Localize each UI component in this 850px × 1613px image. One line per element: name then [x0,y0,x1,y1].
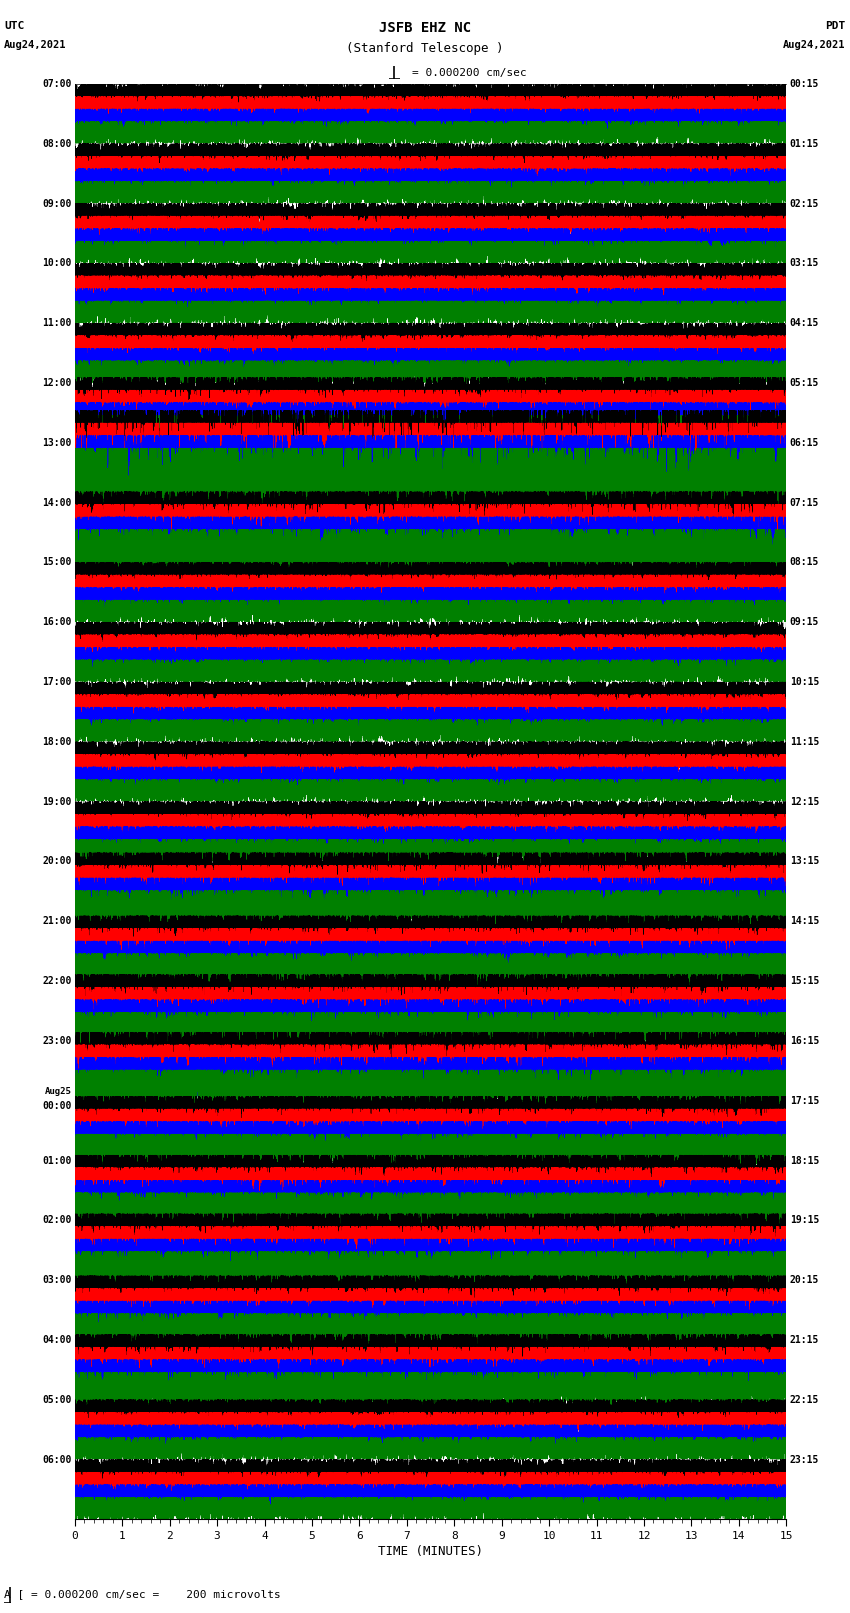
Text: 20:00: 20:00 [42,857,71,866]
Text: 17:15: 17:15 [790,1095,819,1107]
Text: 15:00: 15:00 [42,558,71,568]
Text: UTC: UTC [4,21,25,31]
Text: = 0.000200 cm/sec: = 0.000200 cm/sec [412,68,527,77]
Text: 09:15: 09:15 [790,618,819,627]
Text: 01:00: 01:00 [42,1155,71,1166]
Text: 13:00: 13:00 [42,437,71,448]
Text: 19:15: 19:15 [790,1215,819,1226]
Text: 23:15: 23:15 [790,1455,819,1465]
Text: 20:15: 20:15 [790,1276,819,1286]
Text: Aug24,2021: Aug24,2021 [4,40,67,50]
X-axis label: TIME (MINUTES): TIME (MINUTES) [378,1545,483,1558]
Text: 05:00: 05:00 [42,1395,71,1405]
Text: 11:15: 11:15 [790,737,819,747]
Text: 05:15: 05:15 [790,377,819,389]
Text: 15:15: 15:15 [790,976,819,986]
Text: JSFB EHZ NC: JSFB EHZ NC [379,21,471,35]
Text: 06:00: 06:00 [42,1455,71,1465]
Text: 23:00: 23:00 [42,1036,71,1045]
Text: 04:15: 04:15 [790,318,819,327]
Text: PDT: PDT [825,21,846,31]
Text: 00:00: 00:00 [42,1100,71,1111]
Text: Aug24,2021: Aug24,2021 [783,40,846,50]
Text: 21:00: 21:00 [42,916,71,926]
Text: 16:15: 16:15 [790,1036,819,1045]
Text: 22:15: 22:15 [790,1395,819,1405]
Text: 11:00: 11:00 [42,318,71,327]
Text: 01:15: 01:15 [790,139,819,148]
Text: 19:00: 19:00 [42,797,71,806]
Text: 14:00: 14:00 [42,497,71,508]
Text: 06:15: 06:15 [790,437,819,448]
Text: 09:00: 09:00 [42,198,71,208]
Text: 04:00: 04:00 [42,1336,71,1345]
Text: 12:00: 12:00 [42,377,71,389]
Text: 02:00: 02:00 [42,1215,71,1226]
Text: 08:00: 08:00 [42,139,71,148]
Text: 10:00: 10:00 [42,258,71,268]
Text: 03:00: 03:00 [42,1276,71,1286]
Text: 16:00: 16:00 [42,618,71,627]
Text: 03:15: 03:15 [790,258,819,268]
Text: 07:00: 07:00 [42,79,71,89]
Text: 12:15: 12:15 [790,797,819,806]
Text: 21:15: 21:15 [790,1336,819,1345]
Text: (Stanford Telescope ): (Stanford Telescope ) [346,42,504,55]
Text: 10:15: 10:15 [790,677,819,687]
Text: 13:15: 13:15 [790,857,819,866]
Text: 22:00: 22:00 [42,976,71,986]
Text: Aug25: Aug25 [44,1087,71,1095]
Text: A [ = 0.000200 cm/sec =    200 microvolts: A [ = 0.000200 cm/sec = 200 microvolts [4,1589,281,1598]
Text: 14:15: 14:15 [790,916,819,926]
Text: 18:00: 18:00 [42,737,71,747]
Text: 08:15: 08:15 [790,558,819,568]
Text: 18:15: 18:15 [790,1155,819,1166]
Text: 07:15: 07:15 [790,497,819,508]
Text: 00:15: 00:15 [790,79,819,89]
Text: 02:15: 02:15 [790,198,819,208]
Text: 17:00: 17:00 [42,677,71,687]
